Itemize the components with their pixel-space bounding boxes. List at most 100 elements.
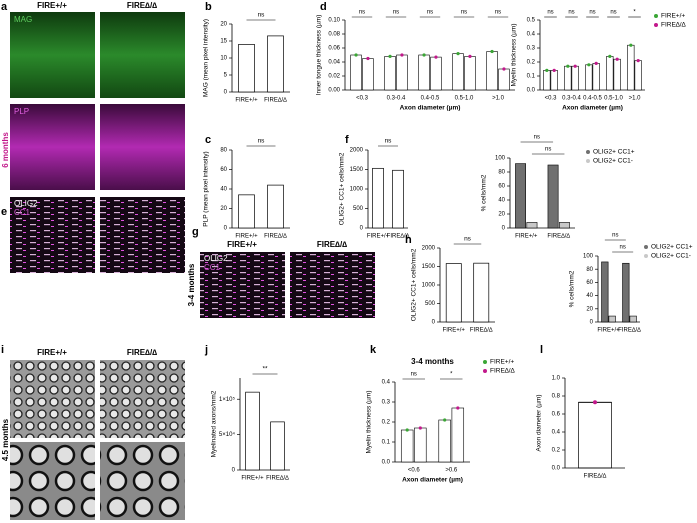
y-tick-label: 10 bbox=[220, 56, 227, 62]
bar bbox=[270, 421, 285, 471]
panel-letter: d bbox=[320, 1, 327, 13]
bar bbox=[384, 56, 396, 91]
significance: ns bbox=[534, 135, 540, 141]
significance: ns bbox=[385, 138, 393, 145]
bar bbox=[606, 56, 614, 91]
image bbox=[10, 442, 95, 520]
point bbox=[573, 64, 577, 68]
bar bbox=[547, 164, 559, 229]
legend-label: FIRE+/+ bbox=[490, 359, 514, 366]
legend-label: OLIG2+ CC1- bbox=[593, 158, 633, 165]
image bbox=[10, 197, 95, 273]
bar bbox=[578, 401, 612, 469]
point bbox=[468, 54, 472, 59]
y-tick-label: 0.2 bbox=[527, 60, 536, 66]
x-tick-label: 0.4-0.5 bbox=[583, 96, 602, 102]
bar bbox=[592, 63, 600, 91]
legend-symbol bbox=[586, 159, 590, 163]
significance: ns bbox=[461, 10, 467, 16]
bar bbox=[445, 263, 462, 323]
x-tick-label: FIRE+/+ bbox=[241, 476, 264, 482]
y-tick-label: 80 bbox=[220, 148, 227, 154]
x-tick-label: >0.6 bbox=[445, 468, 458, 474]
y-tick-label: 0.1 bbox=[527, 74, 536, 80]
y-tick-label: 0.1 bbox=[382, 440, 391, 446]
y-tick-label: 40 bbox=[498, 198, 505, 204]
point bbox=[490, 49, 494, 54]
legend-symbol bbox=[654, 14, 658, 18]
stain-label: PLP bbox=[14, 107, 29, 116]
y-tick-label: 0.4 bbox=[552, 430, 561, 436]
image bbox=[100, 197, 185, 273]
y-tick-label: 0.2 bbox=[552, 448, 561, 454]
age-label: 4.5 months bbox=[1, 418, 10, 461]
y-tick-label: 2000 bbox=[422, 246, 436, 252]
point bbox=[434, 55, 438, 59]
legend-symbol bbox=[644, 254, 648, 258]
stain-label: CC1 bbox=[14, 208, 31, 217]
legend-label: FIRE∆/∆ bbox=[490, 368, 515, 375]
y-tick-label: 20 bbox=[220, 22, 227, 28]
bar bbox=[267, 35, 284, 93]
panel-letter: l bbox=[540, 344, 543, 356]
x-tick-label: 0.3-0.4 bbox=[562, 96, 581, 102]
panel-letter: f bbox=[345, 134, 349, 146]
bar bbox=[414, 427, 427, 463]
y-axis-label: MAG (mean pixel intensity) bbox=[203, 19, 210, 97]
x-tick-label: 0.5-1.0 bbox=[455, 96, 474, 102]
significance: ns bbox=[258, 12, 266, 19]
x-tick-label: >1.0 bbox=[629, 96, 642, 102]
bar bbox=[362, 58, 374, 91]
x-tick-label: FIRE+/+ bbox=[515, 234, 538, 240]
y-axis-label: Inner tongue thickness (µm) bbox=[316, 15, 323, 96]
bar bbox=[571, 65, 579, 91]
image-header: FIRE∆/∆ bbox=[127, 348, 157, 357]
bar bbox=[601, 261, 609, 323]
bar bbox=[452, 53, 464, 91]
bar bbox=[543, 70, 551, 91]
y-tick-label: 80 bbox=[586, 267, 593, 273]
legend-label: OLIG2+ CC1+ bbox=[593, 149, 635, 156]
y-tick-label: 60 bbox=[498, 184, 505, 190]
y-tick-label: 0.0 bbox=[382, 460, 391, 466]
significance: ns bbox=[411, 372, 417, 378]
age-label: 3-4 months bbox=[187, 263, 196, 306]
legend-symbol bbox=[586, 150, 590, 154]
age-label: 6 months bbox=[1, 132, 10, 168]
point bbox=[443, 418, 447, 422]
bar bbox=[608, 315, 616, 323]
significance: ns bbox=[610, 10, 616, 16]
significance: ns bbox=[612, 233, 618, 239]
y-tick-label: 1500 bbox=[350, 167, 364, 173]
y-tick-label: 0.04 bbox=[328, 60, 340, 66]
legend-label: FIRE+/+ bbox=[661, 13, 685, 20]
bar bbox=[350, 54, 362, 91]
bar bbox=[438, 419, 451, 463]
y-tick-label: 1500 bbox=[422, 264, 436, 270]
bar bbox=[498, 68, 510, 91]
y-tick-label: 0.5 bbox=[527, 18, 536, 24]
point bbox=[636, 59, 640, 63]
x-tick-label: <0.3 bbox=[356, 96, 369, 102]
point bbox=[629, 43, 633, 47]
image bbox=[100, 104, 185, 190]
x-tick-label: FIRE∆/∆ bbox=[470, 327, 493, 334]
significance: ns bbox=[359, 10, 365, 16]
y-tick-label: 40 bbox=[586, 293, 593, 299]
y-tick-label: 20 bbox=[586, 306, 593, 312]
significance: ** bbox=[262, 366, 268, 373]
y-tick-label: 15 bbox=[220, 39, 227, 45]
bar bbox=[400, 429, 414, 463]
bar bbox=[613, 58, 621, 91]
bar bbox=[392, 169, 404, 229]
x-tick-label: FIRE∆/∆ bbox=[264, 97, 287, 104]
bar bbox=[486, 51, 498, 91]
point bbox=[418, 426, 422, 430]
y-tick-label: 20 bbox=[220, 206, 227, 212]
x-tick-label: 0.5-1.0 bbox=[604, 96, 623, 102]
bar bbox=[559, 222, 570, 229]
y-tick-label: 0 bbox=[502, 226, 506, 232]
image-header: FIRE+/+ bbox=[37, 348, 67, 357]
bar bbox=[473, 262, 490, 323]
